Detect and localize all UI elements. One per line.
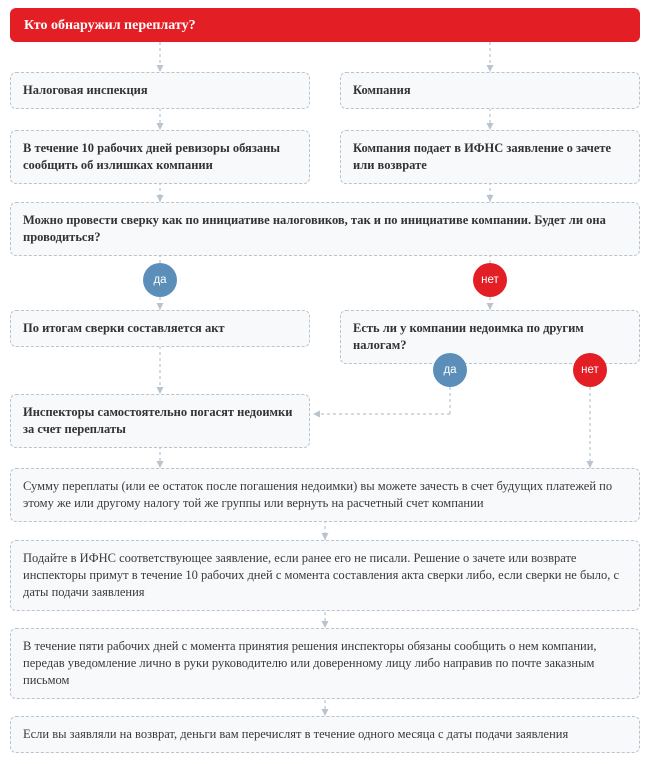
flowchart-node-right2: Компания подает в ИФНС заявление о зачет… [340,130,640,184]
decision-badge-b1: да [143,263,177,297]
flowchart-node-merge5: Если вы заявляли на возврат, деньги вам … [10,716,640,753]
decision-badge-b3: да [433,353,467,387]
flowchart-canvas: Кто обнаружил переплату? Налоговая инспе… [0,0,650,764]
decision-badge-b4: нет [573,353,607,387]
flowchart-node-merge4: В течение пяти рабочих дней с момента пр… [10,628,640,699]
flowchart-node-merge2: Сумму переплаты (или ее остаток после по… [10,468,640,522]
flowchart-node-left3: По итогам сверки составляется акт [10,310,310,347]
flowchart-node-right1: Компания [340,72,640,109]
flowchart-header: Кто обнаружил переплату? [10,8,640,42]
flowchart-node-left1: Налоговая инспекция [10,72,310,109]
flowchart-node-left4: Инспекторы самостоятельно погасят недоим… [10,394,310,448]
flowchart-node-merge3: Подайте в ИФНС соответствующее заявление… [10,540,640,611]
flowchart-node-left2: В течение 10 рабочих дней ревизоры обяза… [10,130,310,184]
decision-badge-b2: нет [473,263,507,297]
flowchart-node-merge1: Можно провести сверку как по инициативе … [10,202,640,256]
